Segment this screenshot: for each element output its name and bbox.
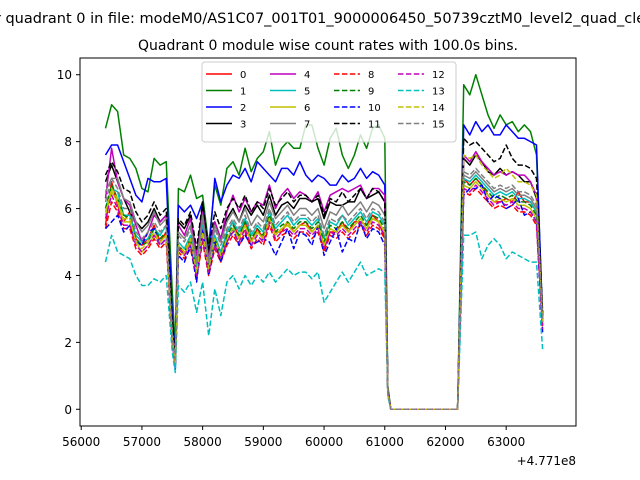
figure-suptitle: Plot for quadrant 0 in file: modeM0/AS1C… [0, 11, 640, 27]
legend-label-6: 6 [304, 103, 310, 114]
legend-label-7: 7 [304, 120, 310, 131]
legend-label-1: 1 [240, 87, 246, 98]
legend-label-14: 14 [432, 103, 445, 114]
legend-label-10: 10 [368, 103, 381, 114]
legend-label-15: 15 [432, 120, 445, 131]
legend-label-11: 11 [368, 120, 381, 131]
legend-label-12: 12 [432, 70, 445, 81]
legend-label-9: 9 [368, 87, 374, 98]
y-tick-label: 4 [64, 269, 72, 283]
x-tick-label: 61000 [366, 435, 404, 449]
y-tick-label: 0 [64, 403, 72, 417]
x-axis-offset-label: +4.771e8 [517, 454, 576, 468]
legend-label-5: 5 [304, 87, 310, 98]
y-tick-label: 10 [57, 68, 72, 82]
legend-label-4: 4 [304, 70, 310, 81]
x-tick-label: 60000 [305, 435, 343, 449]
x-tick-label: 63000 [487, 435, 525, 449]
legend-label-8: 8 [368, 70, 374, 81]
x-tick-label: 56000 [62, 435, 100, 449]
x-tick-label: 58000 [184, 435, 222, 449]
series-line-9 [104, 177, 544, 411]
y-axis: 0 2 4 6 8 10 [57, 68, 80, 417]
plot-frame [79, 57, 577, 427]
legend-label-3: 3 [240, 120, 246, 131]
x-tick-label: 57000 [123, 435, 161, 449]
series-layer [104, 73, 544, 411]
y-tick-label: 6 [64, 202, 72, 216]
legend-label-0: 0 [240, 70, 246, 81]
x-tick-label: 62000 [426, 435, 464, 449]
legend-label-13: 13 [432, 87, 445, 98]
y-tick-label: 8 [64, 135, 72, 149]
legend-label-2: 2 [240, 103, 246, 114]
x-axis: 56000 57000 58000 59000 60000 61000 62000 63000 [62, 426, 525, 449]
y-tick-label: 2 [64, 336, 72, 350]
legend-box [201, 61, 457, 143]
series-line-15 [104, 167, 544, 411]
series-line-14 [104, 154, 544, 411]
chart-title: Quadrant 0 module wise count rates with … [138, 38, 518, 54]
x-tick-label: 59000 [244, 435, 282, 449]
